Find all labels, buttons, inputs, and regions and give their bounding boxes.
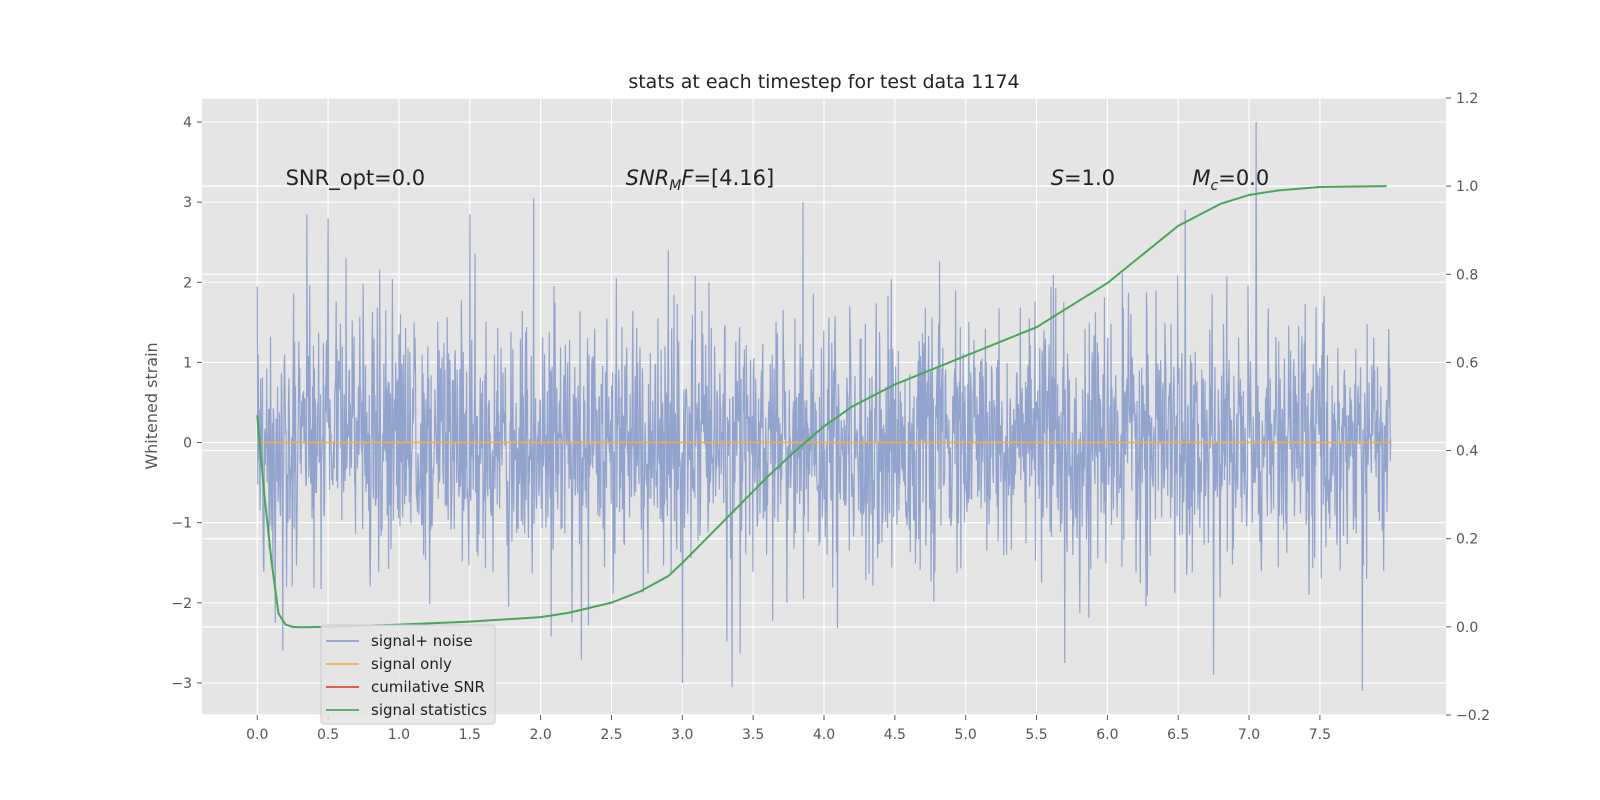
x-tick-label: 2.0: [529, 727, 551, 743]
x-tick-label: 0.0: [246, 727, 268, 743]
legend-label: signal statistics: [371, 701, 487, 719]
y-tick-label: 3: [183, 195, 192, 211]
x-tick-label: 6.5: [1167, 727, 1189, 743]
x-axis: 0.0 0.5 1.0 1.5 2.0 2.5 3.0 3.5 4.0 4.5 5.0 5.5 6.0 6…: [246, 715, 1331, 743]
series-signal-noise: [256, 122, 1392, 691]
legend-label: signal only: [371, 655, 452, 673]
y2-tick-label: 0.0: [1456, 620, 1478, 636]
y2-tick-label: 0.4: [1456, 444, 1478, 460]
annotation-2: S=1.0: [1051, 166, 1115, 190]
y2-tick-label: 1.0: [1456, 179, 1478, 195]
x-tick-label: 4.0: [813, 727, 835, 743]
x-tick-label: 6.0: [1096, 727, 1118, 743]
x-tick-label: 5.5: [1025, 727, 1047, 743]
y2-tick-label: 0.6: [1456, 355, 1478, 371]
y-tick-label: 0: [183, 436, 192, 452]
legend-label: signal+ noise: [371, 632, 473, 650]
annotation-3: Mc=0.0: [1192, 166, 1269, 194]
x-tick-label: 1.5: [459, 727, 481, 743]
y2-tick-label: 0.8: [1456, 267, 1478, 283]
annotations: SNR_opt=0.0 SNRMF=[4.16] S=1.0 Mc=0.0: [286, 166, 1270, 194]
y2-tick-label: 0.2: [1456, 532, 1478, 548]
y-tick-label: −2: [171, 596, 192, 612]
noise-line: [256, 122, 1392, 691]
y2-tick-label: 1.2: [1456, 91, 1478, 107]
y-tick-label: 1: [183, 355, 192, 371]
x-tick-label: 1.0: [388, 727, 410, 743]
y-axis-right: 1.2 1.0 0.8 0.6 0.4 0.2 0.0 −0.2: [1446, 91, 1490, 724]
y-axis-left: 4 3 2 1 0 −1 −2 −3: [171, 115, 202, 692]
y-tick-label: 4: [183, 115, 192, 131]
x-tick-label: 5.0: [955, 727, 977, 743]
annotation-0: SNR_opt=0.0: [286, 166, 426, 191]
y-tick-label: 2: [183, 275, 192, 291]
legend-box: [320, 624, 496, 725]
series-lines: [256, 185, 1391, 629]
y2-tick-label: −0.2: [1456, 708, 1490, 724]
legend-label: cumilative SNR: [371, 678, 485, 696]
annotation-1: SNRMF=[4.16]: [626, 166, 775, 194]
chart-title: stats at each timestep for test data 117…: [628, 71, 1019, 93]
x-tick-label: 7.5: [1309, 727, 1331, 743]
x-tick-label: 3.0: [671, 727, 693, 743]
signal-statistics-line: [256, 185, 1387, 629]
legend: signal+ noise signal only cumilative SNR si…: [320, 624, 496, 725]
x-tick-label: 0.5: [317, 727, 339, 743]
y-axis-label: Whitened strain: [142, 342, 161, 469]
y-tick-label: −3: [171, 676, 192, 692]
x-tick-label: 3.5: [742, 727, 764, 743]
x-tick-label: 7.0: [1238, 727, 1260, 743]
y-tick-label: −1: [171, 516, 192, 532]
x-tick-label: 2.5: [600, 727, 622, 743]
x-tick-label: 4.5: [884, 727, 906, 743]
